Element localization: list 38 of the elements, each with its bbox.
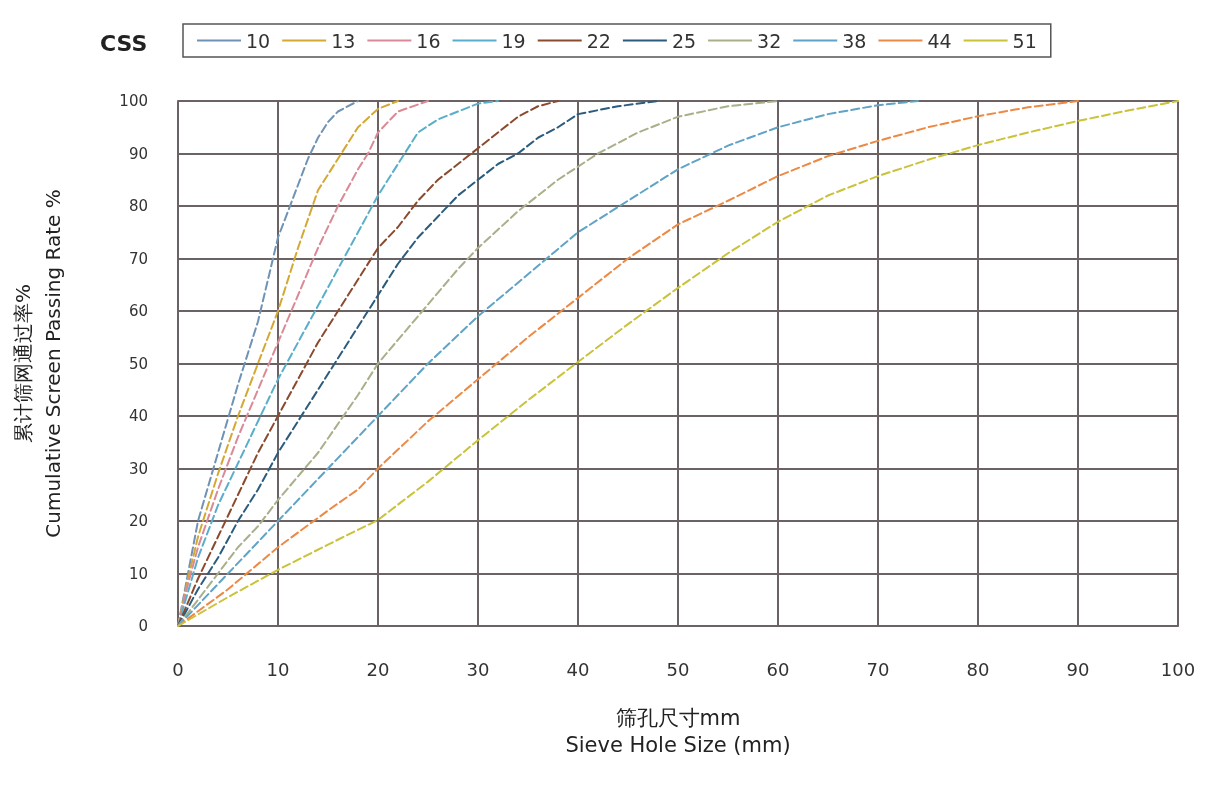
y-tick-label: 30 <box>128 459 148 478</box>
x-axis-title: 筛孔尺寸mm Sieve Hole Size (mm) <box>565 705 791 757</box>
x-tick-label: 70 <box>866 658 890 680</box>
y-tick-label: 0 <box>138 617 148 635</box>
y-tick-label: 100 <box>119 92 148 110</box>
legend-label: 38 <box>842 29 867 52</box>
x-tick-label: 100 <box>1160 658 1196 680</box>
x-tick-label: 0 <box>172 658 184 680</box>
y-tick-label: 90 <box>128 144 148 163</box>
x-tick-label: 10 <box>266 658 290 680</box>
legend-label: 10 <box>246 29 271 52</box>
line-series <box>177 100 919 627</box>
legend-label: 16 <box>416 29 441 52</box>
x-tick-label: 60 <box>766 658 790 680</box>
y-tick-label: 10 <box>128 564 148 583</box>
legend-label: 25 <box>671 29 697 52</box>
legend-title: CSS <box>100 30 148 56</box>
legend-label: 22 <box>586 29 611 52</box>
y-tick-label: 80 <box>128 197 148 215</box>
y-tick-label: 40 <box>128 407 148 425</box>
y-axis-title: 累计筛网通过率% Cumulative Screen Passing Rate % <box>11 189 65 538</box>
x-tick-label: 40 <box>566 658 590 680</box>
x-tick-label: 30 <box>466 658 490 680</box>
x-tick-label: 50 <box>666 658 690 680</box>
legend-label: 44 <box>927 29 952 52</box>
legend-label: 19 <box>501 29 526 52</box>
x-tick-label: 90 <box>1066 658 1090 680</box>
x-tick-label: 80 <box>966 658 990 680</box>
legend-label: 32 <box>757 29 782 52</box>
y-tick-label: 20 <box>128 512 148 530</box>
legend-label: 51 <box>1012 29 1037 52</box>
y-tick-label: 50 <box>128 354 148 373</box>
y-tick-label: 60 <box>128 302 148 320</box>
legend-label: 13 <box>331 29 356 52</box>
line-series <box>177 100 659 627</box>
y-tick-label: 70 <box>128 249 148 268</box>
x-tick-label: 20 <box>366 658 390 680</box>
line-series <box>177 100 499 627</box>
